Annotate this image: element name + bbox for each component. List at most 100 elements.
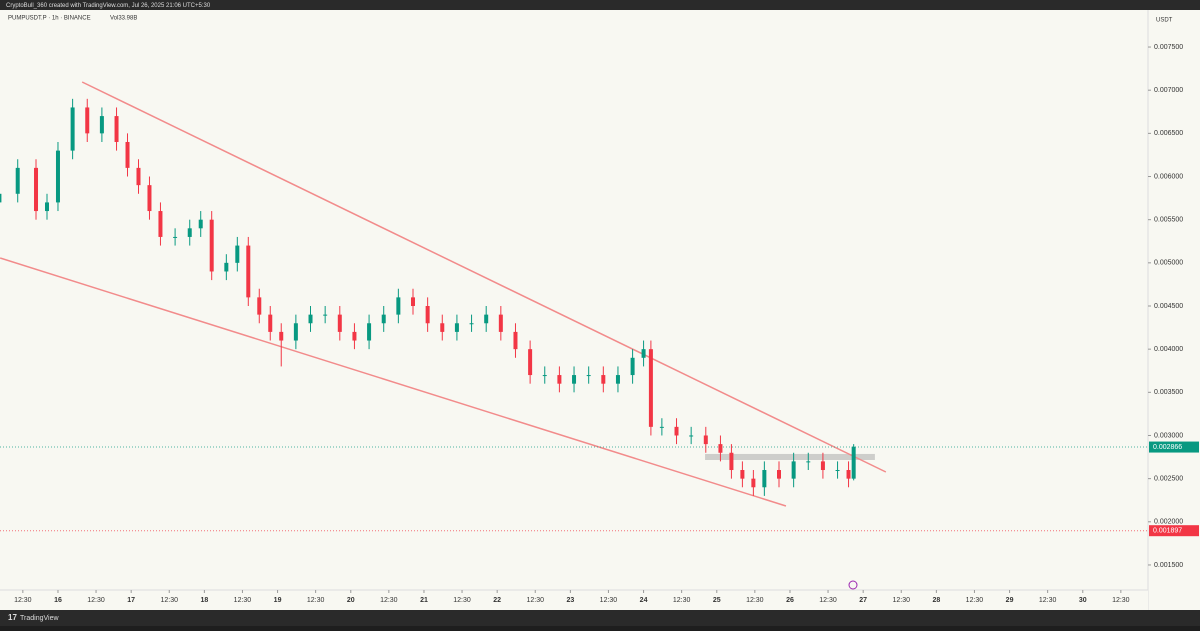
x-tick-label: 12:30: [819, 597, 837, 604]
candle-body: [224, 262, 229, 272]
x-tick-label: 12:30: [453, 597, 471, 604]
candle-body: [0, 193, 2, 203]
x-tick-label: 12:30: [746, 597, 764, 604]
candle-body: [791, 461, 796, 479]
x-tick-label: 12:30: [307, 597, 325, 604]
x-tick-label: 12:30: [14, 597, 32, 604]
x-tick-label: 12:30: [160, 597, 178, 604]
x-tick-label: 12:30: [380, 597, 398, 604]
y-tick-label: 0.003500: [1154, 389, 1183, 396]
candle-body: [528, 349, 533, 376]
top-bar: [0, 0, 1200, 10]
x-tick-label: 23: [566, 597, 574, 604]
x-tick-label: 12:30: [673, 597, 691, 604]
candle-body: [308, 314, 313, 324]
zone: [705, 453, 875, 460]
price-badge: [1149, 525, 1199, 537]
plot-area: [0, 10, 1148, 590]
price-badge: [1149, 441, 1199, 453]
y-tick-label: 0.003000: [1154, 432, 1183, 439]
y-tick-label: 0.006500: [1154, 130, 1183, 137]
event-icon[interactable]: [848, 580, 858, 590]
candle-body: [136, 167, 141, 186]
candle-body: [454, 323, 459, 332]
candle-body: [762, 470, 767, 488]
candle-body: [751, 478, 756, 488]
candle-body: [484, 314, 489, 324]
candle-body: [367, 323, 372, 341]
candle-body: [246, 245, 251, 298]
candle-body: [572, 375, 577, 384]
x-tick-label: 12:30: [234, 597, 252, 604]
y-tick-label: 0.002000: [1154, 519, 1183, 526]
candle-body: [718, 444, 723, 453]
x-tick-label: 29: [1006, 597, 1014, 604]
candle-body: [630, 357, 635, 376]
currency: USDT: [1156, 18, 1173, 24]
candle-body: [846, 470, 851, 479]
candle-body: [557, 375, 562, 384]
candle-body: [851, 446, 856, 479]
candle-body: [381, 314, 386, 324]
candle-body: [586, 375, 591, 377]
x-tick-label: 20: [347, 597, 355, 604]
candle-body: [648, 349, 653, 427]
x-tick-label: 12:30: [966, 597, 984, 604]
y-tick-label: 0.007000: [1154, 87, 1183, 94]
candle-body: [147, 185, 152, 212]
price-label: 0.002866: [1153, 444, 1182, 451]
candle-body: [703, 435, 708, 445]
x-tick-label: 28: [932, 597, 940, 604]
candle-body: [425, 305, 430, 324]
candle-body: [513, 331, 518, 350]
attribution: CryptoBull_360 created with TradingView.…: [6, 3, 211, 9]
candle-body: [806, 461, 811, 463]
x-tick-label: 17: [127, 597, 135, 604]
candle-body: [209, 219, 214, 272]
x-tick-label: 12:30: [1039, 597, 1057, 604]
candle-body: [689, 435, 694, 437]
candle-body: [99, 116, 104, 134]
candle-body: [70, 107, 75, 151]
y-tick-label: 0.005000: [1154, 260, 1183, 267]
candle-body: [125, 141, 130, 168]
candle-body: [158, 211, 163, 237]
candle-body: [659, 426, 664, 428]
candle-body: [114, 116, 119, 142]
candle-body: [323, 314, 328, 316]
x-tick-label: 16: [54, 597, 62, 604]
candle-body: [187, 228, 192, 237]
candle-body: [337, 314, 342, 332]
candle-body: [293, 323, 298, 341]
candle-body: [173, 236, 178, 238]
y-tick-label: 0.004000: [1154, 346, 1183, 353]
x-tick-label: 30: [1079, 597, 1087, 604]
footer-brand: TradingView: [20, 615, 59, 622]
candle-body: [615, 375, 620, 384]
candle-body: [440, 323, 445, 332]
y-tick-label: 0.005500: [1154, 217, 1183, 224]
x-tick-label: 12:30: [87, 597, 105, 604]
x-tick-label: 26: [786, 597, 794, 604]
candle-body: [85, 107, 90, 134]
x-tick-label: 12:30: [1112, 597, 1130, 604]
candle-body: [498, 314, 503, 332]
price-label: 0.001897: [1153, 528, 1182, 535]
candle-body: [601, 375, 606, 384]
candle-body: [740, 470, 745, 479]
candle-body: [352, 331, 357, 341]
candle-body: [820, 461, 825, 471]
candle-body: [410, 297, 415, 306]
candle-body: [776, 470, 781, 479]
candle-body: [55, 150, 60, 203]
candle-body: [235, 245, 240, 263]
x-tick-label: 27: [859, 597, 867, 604]
logo-mark: 17: [8, 613, 17, 622]
candle-body: [835, 470, 840, 472]
candle-body: [268, 314, 273, 332]
x-tick-label: 22: [493, 597, 501, 604]
candle-body: [44, 202, 49, 212]
candle-body: [34, 167, 39, 212]
symbol: PUMPUSDT.P · 1h · BINANCE: [8, 16, 91, 22]
